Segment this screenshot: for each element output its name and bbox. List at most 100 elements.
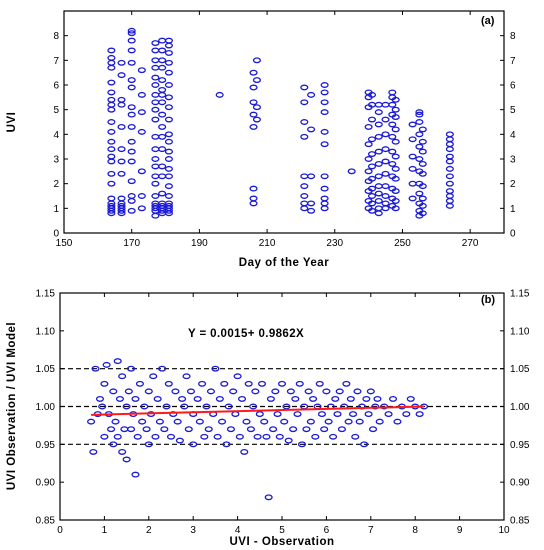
uvi-point [374, 121, 383, 128]
uvi-point [127, 104, 136, 111]
ratio-point [255, 411, 264, 418]
uvi-point [391, 153, 400, 160]
ratio-point [102, 361, 111, 368]
x-tick-label: 2 [146, 525, 152, 536]
uvi-point [158, 111, 167, 118]
ratio-point [273, 411, 282, 418]
uvi-point [137, 109, 146, 116]
uvi-point [300, 200, 309, 207]
ratio-point [324, 418, 333, 425]
ratio-point [87, 418, 96, 425]
ratio-point [198, 380, 207, 387]
uvi-point [364, 123, 373, 130]
uvi-point [137, 205, 146, 212]
regression-line [91, 405, 425, 416]
y-tick-label: 4 [53, 130, 59, 141]
ratio-point [249, 403, 258, 410]
ratio-point [235, 433, 244, 440]
uvi-point [107, 64, 116, 71]
uvi-point [307, 207, 316, 214]
uvi-point [249, 69, 258, 76]
uvi-point [158, 37, 167, 44]
uvi-point [164, 94, 173, 101]
regression-equation: Y = 0.0015+ 0.9862X [188, 328, 304, 340]
ratio-point [226, 426, 235, 433]
x-tick-label: 150 [56, 238, 73, 249]
x-tick-label: 8 [412, 525, 418, 536]
uvi-point [117, 96, 126, 103]
uvi-point [391, 114, 400, 121]
uvi-point [215, 91, 224, 98]
ratio-point [109, 441, 118, 448]
uvi-point [249, 123, 258, 130]
ratio-point [162, 403, 171, 410]
ratio-point [173, 418, 182, 425]
uvi-point [445, 202, 454, 209]
ratio-point [111, 418, 120, 425]
uvi-point [151, 163, 160, 170]
x-tick-label: 270 [462, 238, 479, 249]
uvi-point [367, 151, 377, 158]
ratio-point [342, 380, 351, 387]
uvi-point [127, 30, 136, 37]
ratio-point [109, 388, 118, 395]
y-tick-label-right: 0.95 [510, 440, 530, 451]
ratio-point [320, 426, 329, 433]
ratio-point [291, 395, 300, 402]
x-tick-label: 9 [457, 525, 463, 536]
uvi-point [127, 148, 136, 155]
uvi-point [367, 163, 377, 170]
y-tick-label-right: 5 [510, 105, 516, 116]
ratio-point [277, 380, 287, 387]
ratio-point [224, 403, 233, 410]
y-tick-label-right: 0.90 [510, 478, 530, 489]
uvi-point [408, 153, 417, 160]
uvi-point [249, 111, 258, 118]
ratio-point [351, 433, 360, 440]
uvi-point [107, 138, 116, 145]
ratio-point [257, 380, 267, 387]
ratio-point [155, 418, 164, 425]
uvi-point [367, 136, 377, 143]
uvi-point [158, 91, 167, 98]
uvi-point [391, 188, 400, 195]
y-tick-label-right: 3 [510, 155, 516, 166]
uvi-point [107, 180, 116, 187]
x-tick-label: 1 [102, 525, 108, 536]
uvi-point [408, 165, 417, 172]
uvi-point [300, 99, 309, 106]
y-tick-label: 3 [53, 155, 59, 166]
uvi-point [151, 180, 160, 187]
uvi-point [127, 111, 136, 118]
ratio-point [333, 411, 342, 418]
uvi-point [320, 200, 329, 207]
panel-b-ylabel: UVI Observation / UVI Model [6, 322, 18, 490]
uvi-point [164, 82, 173, 88]
ratio-point [331, 395, 340, 402]
y-tick-label: 2 [53, 179, 59, 190]
y-tick-label: 1.00 [36, 402, 56, 413]
ratio-point [229, 388, 238, 395]
uvi-point [107, 47, 116, 54]
uvi-point [381, 146, 390, 153]
uvi-point [364, 168, 373, 175]
uvi-point [151, 40, 160, 47]
ratio-point [355, 418, 364, 425]
uvi-point [151, 173, 160, 180]
uvi-point [445, 158, 454, 165]
uvi-point [391, 175, 400, 182]
ratio-point [122, 403, 131, 410]
uvi-point [127, 123, 136, 130]
ratio-point [204, 426, 213, 433]
uvi-point [418, 148, 427, 155]
y-tick-label-right: 7 [510, 56, 516, 67]
ratio-point [280, 418, 289, 425]
ratio-point [353, 388, 362, 395]
ratio-point [304, 388, 313, 395]
ratio-point [315, 380, 324, 387]
uvi-point [164, 42, 173, 49]
uvi-point [107, 170, 116, 177]
uvi-point [127, 138, 136, 145]
uvi-point [391, 126, 400, 133]
uvi-point [107, 59, 116, 66]
